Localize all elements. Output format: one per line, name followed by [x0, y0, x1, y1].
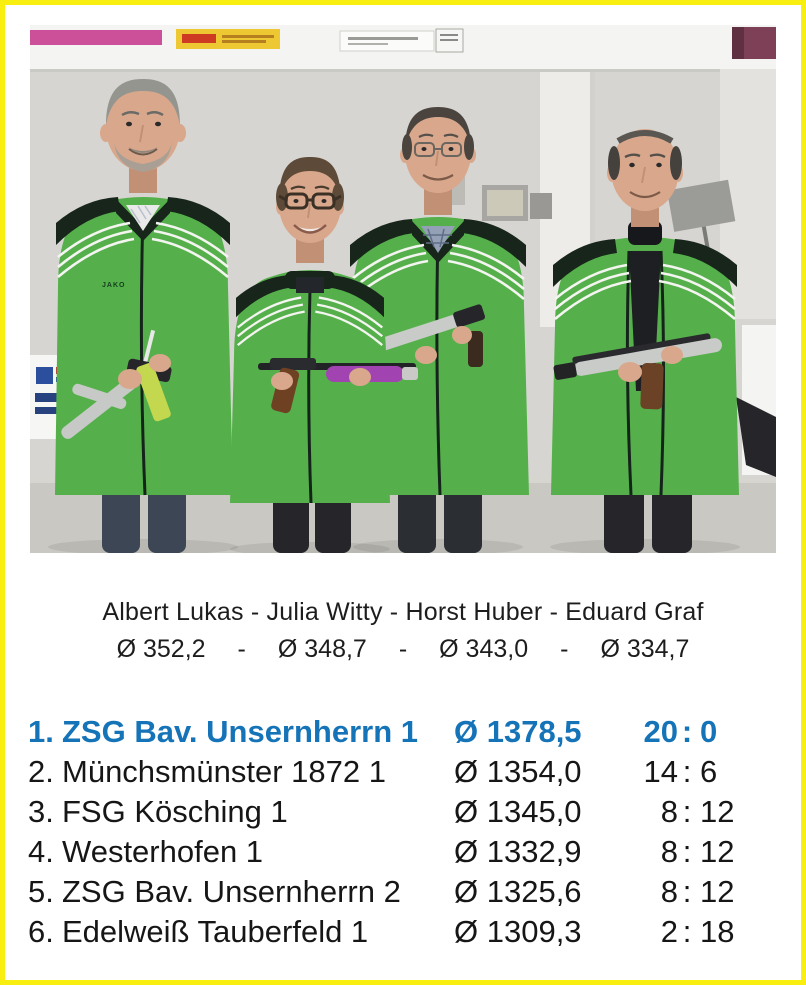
rank-cell: 1. [28, 714, 54, 749]
rank-cell: 4. [28, 834, 54, 869]
score-right-cell: 0 [700, 714, 718, 749]
table-row: 2. Münchsmünster 1872 1 Ø 1354,0 14 : 6 [5, 752, 801, 792]
table-row: 1. ZSG Bav. Unsernherrn 1 Ø 1378,5 20 : … [5, 712, 801, 752]
average-separator: - [237, 635, 246, 663]
score-right-cell: 12 [700, 794, 735, 829]
air-pistol-eduard [553, 333, 722, 410]
score-separator: : [682, 754, 692, 789]
standings-table: 1. ZSG Bav. Unsernherrn 1 Ø 1378,5 20 : … [5, 712, 801, 952]
shooter-average: Ø 334,7 [600, 635, 690, 663]
caption-names: Albert Lukas - Julia Witty - Horst Huber… [102, 598, 704, 626]
score-left-cell: 14 [643, 754, 678, 789]
team-cell: Westerhofen 1 [62, 834, 264, 869]
score-left-cell: 20 [643, 714, 678, 749]
average-cell: Ø 1354,0 [454, 754, 582, 789]
score-separator: : [681, 714, 693, 749]
team-cell: ZSG Bav. Unsernherrn 1 [62, 714, 419, 749]
score-separator: : [682, 794, 692, 829]
score-right-cell: 12 [700, 874, 735, 909]
score-separator: : [682, 914, 692, 949]
average-cell: Ø 1378,5 [454, 714, 582, 749]
jacket-brand-label: JAKO [102, 282, 125, 289]
rank-cell: 2. [28, 754, 54, 789]
table-row: 6. Edelweiß Tauberfeld 1 Ø 1309,3 2 : 18 [5, 912, 801, 952]
average-cell: Ø 1325,6 [454, 874, 582, 909]
person-eduard-graf [551, 129, 739, 553]
shooter-average: Ø 352,2 [116, 635, 206, 663]
person-horst-huber [348, 107, 529, 553]
score-left-cell: 8 [660, 834, 678, 869]
team-photo-illustration: JAKO [30, 25, 776, 553]
average-separator: - [560, 635, 569, 663]
photo-caption: Albert Lukas - Julia Witty - Horst Huber… [5, 597, 801, 664]
average-cell: Ø 1345,0 [454, 794, 582, 829]
score-right-cell: 12 [700, 834, 735, 869]
team-cell: Münchsmünster 1872 1 [62, 754, 386, 789]
white-sign [339, 30, 435, 52]
score-left-cell: 8 [660, 794, 678, 829]
shooter-average: Ø 348,7 [277, 635, 367, 663]
table-row: 3. FSG Kösching 1 Ø 1345,0 8 : 12 [5, 792, 801, 832]
score-separator: : [682, 834, 692, 869]
average-separator: - [398, 635, 408, 663]
team-cell: Edelweiß Tauberfeld 1 [62, 914, 369, 949]
person-albert-lukas: JAKO [55, 79, 233, 553]
team-cell: FSG Kösching 1 [62, 794, 288, 829]
pink-banner [30, 30, 162, 45]
average-cell: Ø 1309,3 [454, 914, 582, 949]
person-julia-witty: JAKO [230, 157, 418, 553]
table-row: 5. ZSG Bav. Unsernherrn 2 Ø 1325,6 8 : 1… [5, 872, 801, 912]
average-cell: Ø 1332,9 [454, 834, 582, 869]
score-left-cell: 2 [660, 914, 678, 949]
rank-cell: 5. [28, 874, 54, 909]
score-left-cell: 8 [660, 874, 678, 909]
team-photo: JAKO [30, 25, 776, 553]
score-right-cell: 6 [700, 754, 718, 789]
air-pistol-albert [61, 329, 172, 439]
score-right-cell: 18 [700, 914, 735, 949]
team-cell: ZSG Bav. Unsernherrn 2 [62, 874, 401, 909]
score-separator: : [682, 874, 692, 909]
caption-averages: Ø 352,2 - Ø 348,7 - Ø 343,0 - Ø 334,7 - [5, 634, 801, 664]
shooter-average: Ø 343,0 [439, 635, 529, 663]
rank-cell: 6. [28, 914, 54, 949]
table-row: 4. Westerhofen 1 Ø 1332,9 8 : 12 [5, 832, 801, 872]
rank-cell: 3. [28, 794, 54, 829]
